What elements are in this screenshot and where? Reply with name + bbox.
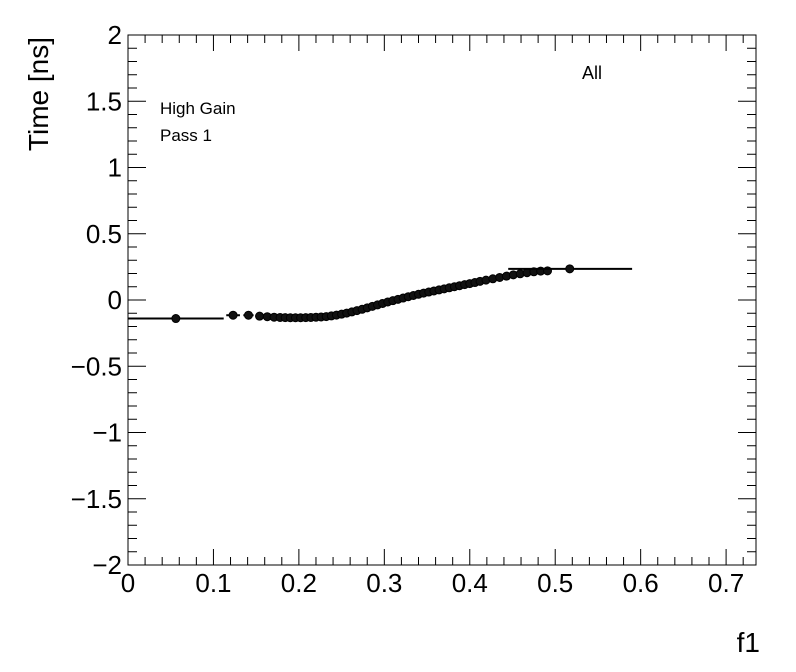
y-tick-label: −1: [92, 418, 122, 448]
data-point: [228, 310, 238, 320]
data-point: [255, 311, 265, 321]
data-marks: [128, 264, 633, 324]
x-tick-label: 0.6: [623, 568, 659, 598]
x-tick-label: 0.7: [708, 568, 744, 598]
x-tick-label: 0.2: [281, 568, 317, 598]
x-tick-label: 0.5: [537, 568, 573, 598]
y-tick-label: −0.5: [71, 351, 122, 381]
axis-ticks: [127, 34, 756, 566]
data-point: [565, 264, 575, 274]
y-tick-label: 0: [108, 285, 122, 315]
x-tick-label: 0: [121, 568, 135, 598]
y-tick-labels: −2 −1.5 −1 −0.5 0 0.5 1 1.5 2: [71, 20, 122, 580]
y-axis-title: Time [ns]: [23, 37, 54, 151]
x-axis-title: f1: [737, 627, 760, 658]
y-tick-label: 1.5: [86, 86, 122, 116]
pass-annotation: Pass 1: [160, 126, 212, 145]
selection-annotation: All: [582, 63, 602, 83]
gain-annotation: High Gain: [160, 99, 236, 118]
y-tick-label: 2: [108, 20, 122, 50]
y-tick-label: −1.5: [71, 484, 122, 514]
x-tick-label: 0.4: [452, 568, 488, 598]
data-point: [243, 310, 253, 320]
x-tick-labels: 0 0.1 0.2 0.3 0.4 0.5 0.6 0.7: [121, 568, 744, 598]
data-point: [171, 314, 181, 324]
x-tick-label: 0.1: [195, 568, 231, 598]
x-tick-label: 0.3: [366, 568, 402, 598]
y-tick-label: 1: [108, 153, 122, 183]
y-tick-label: −2: [92, 550, 122, 580]
y-tick-label: 0.5: [86, 219, 122, 249]
